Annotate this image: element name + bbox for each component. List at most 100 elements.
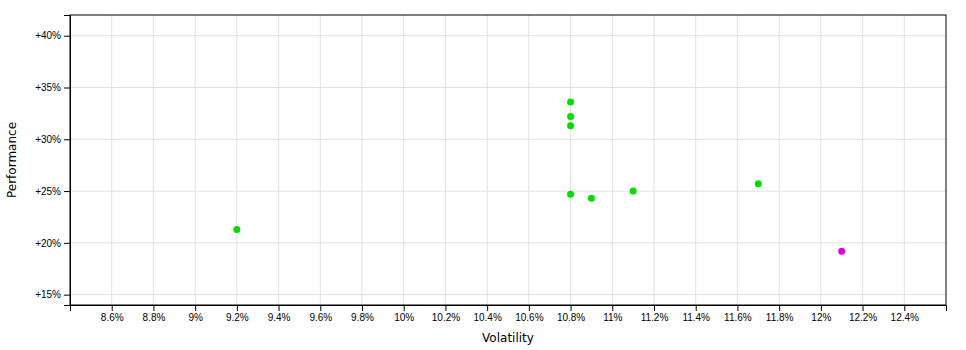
grid-line [153,15,154,305]
tick-label: +15% [35,289,61,300]
tick-mark [654,305,655,311]
tick-label: 9.8% [351,312,374,323]
tick: 10% [394,305,414,323]
tick: 10.2% [432,305,460,323]
tick-mark [696,305,697,311]
tick-label: 9.2% [226,312,249,323]
tick-label: 11.2% [641,312,669,323]
point [630,188,637,195]
tick: 11.8% [766,305,794,323]
tick-mark [112,305,113,311]
tick: 12.2% [849,305,877,323]
tick-mark [863,305,864,311]
grid-line [70,87,946,88]
tick: +15% [35,289,70,300]
tick: 11.2% [641,305,669,323]
tick: 12% [811,305,831,323]
x-axis-title: Volatility [482,331,534,345]
tick: 11% [603,305,622,323]
grid-line [654,15,655,305]
tick: 9.2% [226,305,249,323]
tick-mark [64,295,70,296]
tick-mark [904,305,905,311]
point [755,180,762,187]
grid-line [70,242,946,243]
tick-label: 12.2% [849,312,877,323]
tick-mark [153,305,154,311]
tick-mark [571,305,572,311]
tick-label: +30% [35,134,61,145]
tick-label: +35% [35,82,61,93]
grid-line [236,15,237,305]
tick-mark [445,305,446,311]
tick-mark [529,305,530,311]
y-axis-title: Performance [5,122,19,198]
plot-frame [70,15,946,305]
tick-label: 11% [603,312,622,323]
tick-label: 9.6% [309,312,332,323]
grid-line [403,15,404,305]
tick-label: +25% [35,186,61,197]
tick-mark [612,305,613,311]
tick-label: 10% [394,312,414,323]
tick: 12.4% [891,305,919,323]
tick: +20% [35,238,70,249]
tick-mark [64,191,70,192]
tick-label: 10.6% [515,312,543,323]
grid-line [195,15,196,305]
grid-line [70,139,946,140]
grid-line [737,15,738,305]
tick-mark [64,88,70,89]
tick-label: 11.4% [682,312,710,323]
series [838,248,845,255]
grid-line [70,191,946,192]
tick-label: 10.4% [473,312,501,323]
tick: +40% [35,30,70,41]
axis-line [71,306,947,312]
chart: 8.6%8.8%9%9.2%9.4%9.6%9.8%10%10.2%10.4%1… [0,0,966,350]
tick-label: 11.6% [724,312,752,323]
grid-line [445,15,446,305]
tick-label: 8.6% [101,312,124,323]
grid-line [362,15,363,305]
point [567,99,574,106]
tick-mark [487,305,488,311]
tick: 9.6% [309,305,332,323]
tick: 11.6% [724,305,752,323]
grid-line [528,15,529,305]
tick: 10.4% [473,305,501,323]
tick-label: 12% [811,312,831,323]
tick-label: 9.4% [268,312,291,323]
grid-line [111,15,112,305]
grid-line [695,15,696,305]
tick-mark [237,305,238,311]
tick-mark [404,305,405,311]
grid-line [570,15,571,305]
y-axis: +15% +20% +25% +30% +35% +40% [35,16,70,306]
tick: 9% [188,305,203,323]
grid-line [779,15,780,305]
points [233,99,845,255]
x-axis: 8.6%8.8%9%9.2%9.4%9.6%9.8%10%10.2%10.4%1… [71,305,947,323]
tick-mark [821,305,822,311]
tick: +35% [35,82,70,93]
tick: 10.8% [557,305,585,323]
tick-label: 12.4% [891,312,919,323]
tick-mark [64,243,70,244]
tick-label: 10.8% [557,312,585,323]
point [588,195,595,202]
tick-mark [279,305,280,311]
tick-label: +20% [35,238,61,249]
grid-line [862,15,863,305]
tick: 10.6% [515,305,543,323]
axis-line [64,16,71,306]
grid [70,15,946,305]
tick-mark [64,139,70,140]
tick-label: 11.8% [766,312,794,323]
tick: 9.4% [268,305,291,323]
tick-mark [320,305,321,311]
point [838,248,845,255]
tick: 11.4% [682,305,710,323]
point [567,191,574,198]
tick: +30% [35,134,70,145]
